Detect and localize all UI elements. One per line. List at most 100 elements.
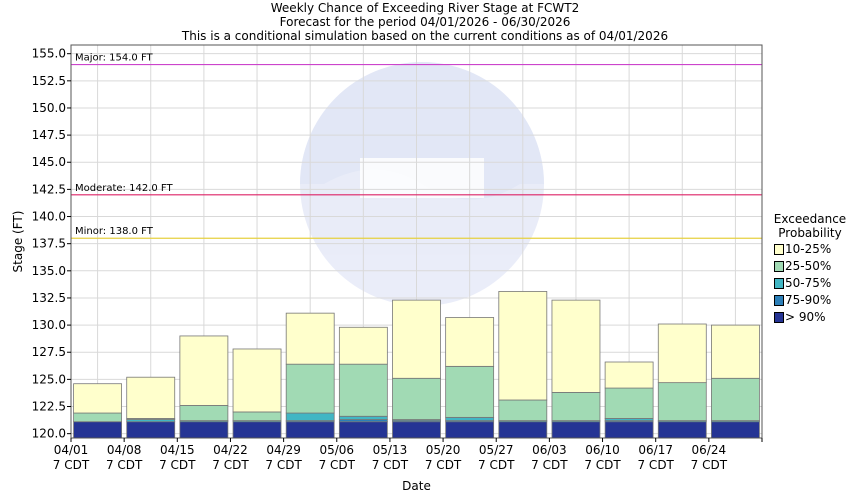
bar-segment-10-25: [232, 348, 282, 413]
y-tick-label: 125.0: [32, 372, 66, 386]
legend-label: 50-75%: [785, 276, 832, 290]
bar-segment-90: [285, 421, 335, 439]
bar-segment-25-50: [232, 411, 282, 422]
x-tick-label-time: 7 CDT: [53, 458, 90, 472]
threshold-label: Minor: 138.0 FT: [75, 226, 154, 237]
chart-title: Weekly Chance of Exceeding River Stage a…: [270, 1, 580, 15]
bar-segment-25-50: [73, 412, 122, 423]
bar-segment-10-25: [604, 361, 654, 389]
bar-segment-50-75: [445, 416, 495, 422]
bar-segment-90: [604, 421, 654, 439]
bar-segment-10-25: [551, 299, 601, 393]
y-tick-label: 142.5: [32, 182, 66, 196]
x-tick-label-time: 7 CDT: [425, 458, 462, 472]
bar-segment-90: [711, 421, 760, 439]
x-tick-label-date: 05/20: [426, 443, 461, 457]
legend-label: 75-90%: [785, 293, 832, 307]
plot-border: [70, 44, 763, 439]
bar-segment-90: [445, 421, 495, 439]
x-tick-label-date: 04/22: [213, 443, 248, 457]
bar-segment-10-25: [126, 376, 176, 419]
legend-item-gt-90: > 90%: [771, 310, 850, 328]
y-tick-label: 155.0: [32, 47, 66, 61]
legend-swatch: [774, 261, 784, 272]
bar-segment-25-50: [392, 377, 441, 420]
bar-segment-90: [126, 421, 176, 439]
bar-segment-90: [657, 421, 707, 439]
x-tick-label-date: 04/29: [266, 443, 301, 457]
bar-segment-90: [551, 421, 601, 439]
x-tick-label-date: 04/01: [54, 443, 89, 457]
threshold-label: Moderate: 142.0 FT: [75, 183, 173, 194]
bar-segment-10-25: [179, 335, 229, 406]
legend-item-25-50: 25-50%: [771, 259, 850, 277]
y-tick-label: 152.5: [32, 74, 66, 88]
bar-segment-25-50: [445, 365, 495, 418]
legend-swatch: [774, 295, 784, 306]
y-tick-label: 132.5: [32, 291, 66, 305]
x-tick-label-date: 06/03: [532, 443, 567, 457]
bar-segment-25-50: [285, 363, 335, 414]
x-tick-label-date: 04/15: [160, 443, 195, 457]
x-tick-label-time: 7 CDT: [372, 458, 409, 472]
bar-segment-50-75: [285, 412, 335, 422]
x-tick-label-date: 05/06: [319, 443, 354, 457]
bar-segment-50-75: [338, 415, 388, 420]
y-tick-label: 130.0: [32, 318, 66, 332]
y-tick-label: 145.0: [32, 155, 66, 169]
x-tick-label-time: 7 CDT: [212, 458, 249, 472]
bar-segment-25-50: [711, 377, 760, 422]
bar-segment-25-50: [498, 399, 548, 422]
legend-item-10-25: 10-25%: [771, 242, 850, 260]
bar-segment-10-25: [73, 383, 122, 414]
x-tick-label-time: 7 CDT: [265, 458, 302, 472]
legend-title-line-2: Probability: [778, 226, 842, 240]
bar-segment-25-50: [657, 382, 707, 422]
x-tick-label-date: 06/24: [692, 443, 727, 457]
x-tick-label-time: 7 CDT: [319, 458, 356, 472]
bar-segment-25-50: [604, 387, 654, 419]
legend: Exceedance Probability 10-25% 25-50% 50-…: [771, 212, 850, 328]
legend-swatch: [774, 312, 784, 323]
chart-subtitle-period: Forecast for the period 04/01/2026 - 06/…: [279, 15, 571, 29]
x-tick-label-time: 7 CDT: [159, 458, 196, 472]
legend-label: 25-50%: [785, 259, 832, 273]
x-tick-label-time: 7 CDT: [691, 458, 728, 472]
bar-segment-90: [232, 421, 282, 439]
bar-segment-90: [498, 421, 548, 439]
noaa-watermark-logo: [300, 62, 544, 306]
y-tick-label: 147.5: [32, 128, 66, 142]
x-tick-label-date: 05/27: [479, 443, 514, 457]
y-tick-label: 140.0: [32, 210, 66, 224]
legend-swatch: [774, 244, 784, 255]
y-tick-label: 122.5: [32, 400, 66, 414]
x-tick-label-time: 7 CDT: [637, 458, 674, 472]
legend-swatch: [774, 278, 784, 289]
x-tick-label-date: 05/13: [373, 443, 408, 457]
legend-title: Exceedance Probability: [769, 212, 850, 240]
bar-segment-10-25: [445, 317, 495, 367]
x-tick-label-time: 7 CDT: [584, 458, 621, 472]
bar-segment-25-50: [338, 363, 388, 417]
bar-segment-10-25: [392, 299, 441, 379]
x-tick-label-date: 06/17: [638, 443, 673, 457]
bar-segment-90: [338, 421, 388, 439]
y-tick-label: 127.5: [32, 345, 66, 359]
legend-label: > 90%: [785, 310, 826, 324]
legend-label: 10-25%: [785, 242, 832, 256]
bar-segment-90: [392, 421, 441, 439]
y-axis-label: Stage (FT): [11, 211, 25, 273]
bar-segment-10-25: [657, 323, 707, 384]
legend-item-75-90: 75-90%: [771, 293, 850, 311]
bar-segment-10-25: [498, 291, 548, 401]
y-tick-label: 150.0: [32, 101, 66, 115]
x-tick-label-time: 7 CDT: [531, 458, 568, 472]
x-tick-label-date: 06/10: [585, 443, 620, 457]
threshold-label: Major: 154.0 FT: [75, 53, 154, 64]
bar-segment-90: [179, 421, 229, 439]
bar-segment-90: [73, 421, 122, 439]
y-tick-label: 135.0: [32, 264, 66, 278]
x-tick-label-time: 7 CDT: [106, 458, 143, 472]
bar-segment-10-25: [711, 324, 760, 379]
